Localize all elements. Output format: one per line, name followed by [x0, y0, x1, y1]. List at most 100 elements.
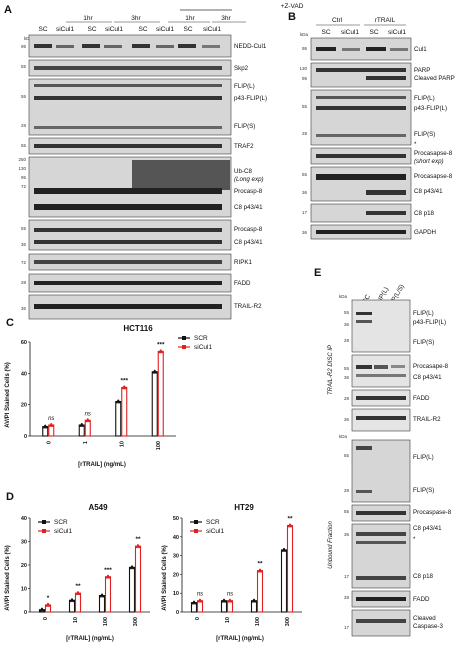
blot-a-casp8 [28, 219, 232, 251]
significance-label: *** [157, 341, 165, 348]
data-point [254, 600, 257, 603]
data-point [153, 369, 156, 373]
a-label-long-exp: (Long exp) [234, 176, 264, 183]
x-tick-label: 10 [73, 617, 79, 623]
a-mw-fadd: 28 [21, 280, 27, 285]
data-point [50, 423, 53, 426]
data-point [40, 607, 44, 610]
a-col-sicul1-4: siCul1 [203, 26, 221, 33]
chart-legend: SCR siCul1 [190, 519, 224, 535]
a-mw-250: 250 [18, 157, 26, 162]
chart-hct116: HCT116 AV/PI Stained Cells (%) [rTRAIL] … [5, 324, 212, 468]
data-point [132, 567, 135, 570]
y-tick-label: 60 [21, 340, 27, 346]
b-ctrl-header: Ctrl [332, 17, 343, 24]
data-point [48, 604, 51, 607]
a-label-nedd-cul1: NEDD-Cul1 [234, 43, 267, 50]
e-label-trail-r2-ip: TRAIL-R2 [413, 416, 441, 423]
data-point [197, 600, 200, 603]
data-point [224, 600, 227, 603]
data-point [284, 549, 287, 552]
data-point [130, 565, 134, 568]
e-label-fadd-unbound: FADD [413, 596, 430, 603]
e-col-sc: SC [361, 293, 372, 305]
a-mw-flips: 28 [21, 123, 27, 128]
legend-sicul1: siCul1 [194, 344, 212, 351]
legend-marker-sicul1 [194, 529, 198, 533]
data-point [258, 568, 262, 571]
data-point [160, 351, 164, 354]
data-point [51, 424, 54, 427]
significance-label: *** [120, 377, 128, 384]
data-point [260, 570, 263, 573]
legend-marker-scr [42, 520, 46, 524]
y-tick-label: 20 [21, 403, 27, 409]
data-point [78, 592, 81, 596]
panel-label-e: E [314, 267, 321, 279]
data-point [44, 424, 47, 427]
legend-sicul1: siCul1 [54, 528, 72, 535]
data-point [135, 545, 138, 549]
a-label-c8-p43-1: C8 p43/41 [234, 204, 263, 211]
legend-sicul1: siCul1 [206, 528, 224, 535]
data-point [129, 567, 132, 570]
data-point [45, 604, 48, 607]
blot-a-bands [34, 44, 230, 309]
chart-xlabel: [rTRAIL] (ng/mL) [78, 462, 126, 468]
e-mw-casp-55: 55 [344, 366, 350, 371]
data-point [79, 424, 82, 427]
bar [84, 419, 91, 437]
e-label-cleaved: Cleaved [413, 615, 436, 622]
b-label-gapdh: GAPDH [414, 229, 436, 236]
e-label-flips: FLIP(S) [413, 339, 434, 346]
a-mw-skp2: 55 [21, 64, 27, 69]
y-tick-label: 0 [24, 610, 27, 616]
data-point [200, 600, 203, 603]
x-tick-label: 300 [133, 617, 139, 626]
a-mw-72: 72 [21, 184, 27, 189]
a-label-c8-p43-2: C8 p43/41 [234, 239, 263, 246]
y-tick-label: 50 [173, 516, 179, 522]
data-point [221, 600, 224, 603]
significance-label: ns [197, 592, 203, 598]
data-point [72, 599, 75, 603]
blot-e-flip-ip [351, 299, 411, 353]
blot-b-procasp8 [310, 166, 412, 202]
data-point [105, 576, 108, 579]
panel-label-a: A [4, 4, 12, 16]
chart-ylabel: AV/PI Stained Cells (%) [5, 362, 11, 428]
chart-title: HT29 [234, 503, 254, 512]
a-label-flips: FLIP(S) [234, 123, 255, 130]
b-label-c8-p18: C8 p18 [414, 210, 435, 217]
data-point [136, 544, 140, 547]
b-label-procasp8: Procasapse-8 [414, 173, 453, 180]
b-label-c8-p43: C8 p43/41 [414, 188, 443, 195]
data-point [252, 598, 256, 602]
x-tick-label: 0 [195, 617, 201, 620]
e-label-c8-p43-ip: C8 p43/41 [413, 374, 442, 381]
chart-ylabel: AV/PI Stained Cells (%) [162, 545, 168, 611]
b-rtrail-header: rTRAIL [375, 17, 396, 24]
bar [98, 594, 106, 613]
significance-label: *** [104, 567, 112, 574]
data-point [86, 418, 89, 421]
e-mw-u17: 17 [344, 574, 350, 579]
data-point [251, 600, 254, 603]
bar [128, 566, 136, 613]
data-point [159, 349, 162, 352]
bar [286, 524, 294, 613]
y-tick-label: 40 [173, 535, 179, 541]
a-time-3hr: 3hr [131, 15, 141, 22]
a-label-skp2: Skp2 [234, 65, 249, 72]
panel-label-c: C [6, 317, 14, 329]
a-mw-flip: 55 [21, 94, 27, 99]
x-tick-label: 100 [156, 441, 162, 450]
b-label-flips: FLIP(S) [414, 131, 435, 138]
data-point [287, 525, 290, 528]
significance-label: ** [75, 583, 81, 590]
legend-scr: SCR [206, 519, 220, 526]
data-point [108, 576, 111, 579]
data-point [192, 600, 196, 603]
b-mw-28: 28 [302, 131, 308, 136]
e-mw-u28b: 28 [344, 595, 350, 600]
